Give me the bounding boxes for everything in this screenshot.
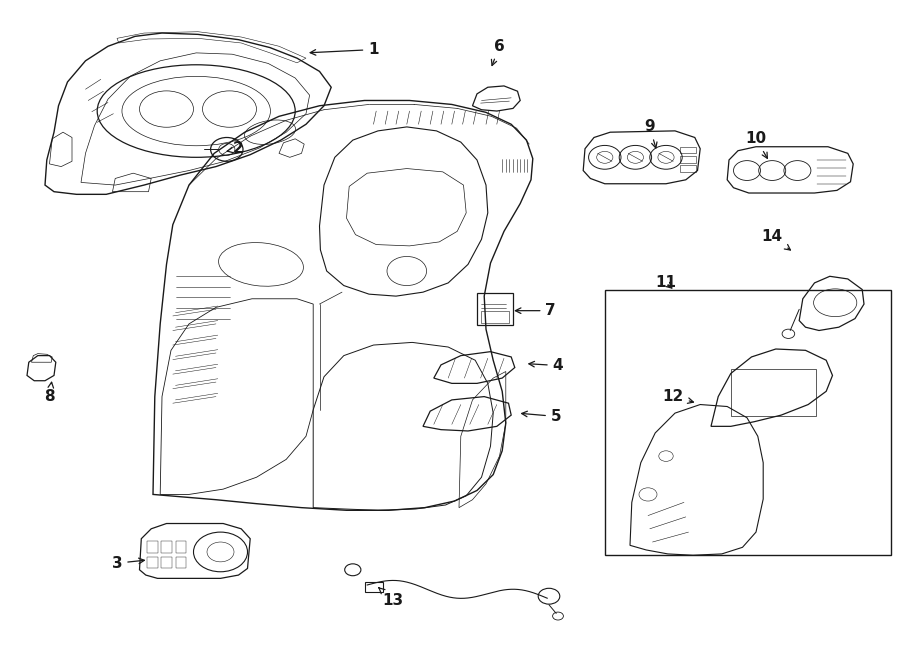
Text: 3: 3: [112, 556, 144, 570]
Bar: [161, 541, 172, 553]
Text: 5: 5: [522, 409, 562, 424]
Text: 2: 2: [227, 141, 244, 156]
Bar: [605, 290, 891, 555]
Bar: [731, 369, 816, 416]
Text: 1: 1: [310, 42, 379, 57]
Bar: [481, 311, 509, 323]
Text: 6: 6: [491, 39, 505, 65]
Text: 14: 14: [761, 229, 790, 250]
Bar: [477, 293, 513, 325]
Bar: [161, 557, 172, 568]
Bar: [176, 541, 186, 553]
Text: 7: 7: [516, 303, 556, 318]
Bar: [680, 156, 696, 163]
Text: 9: 9: [644, 120, 657, 148]
Text: 12: 12: [662, 389, 694, 404]
Bar: [176, 557, 186, 568]
Bar: [364, 582, 382, 592]
Bar: [680, 165, 696, 172]
Text: 4: 4: [529, 358, 563, 373]
Bar: [147, 557, 158, 568]
Text: 13: 13: [379, 588, 403, 607]
Text: 8: 8: [44, 382, 55, 404]
Bar: [147, 541, 158, 553]
Text: 10: 10: [745, 132, 768, 159]
Text: 11: 11: [655, 276, 677, 290]
Bar: [680, 147, 696, 153]
